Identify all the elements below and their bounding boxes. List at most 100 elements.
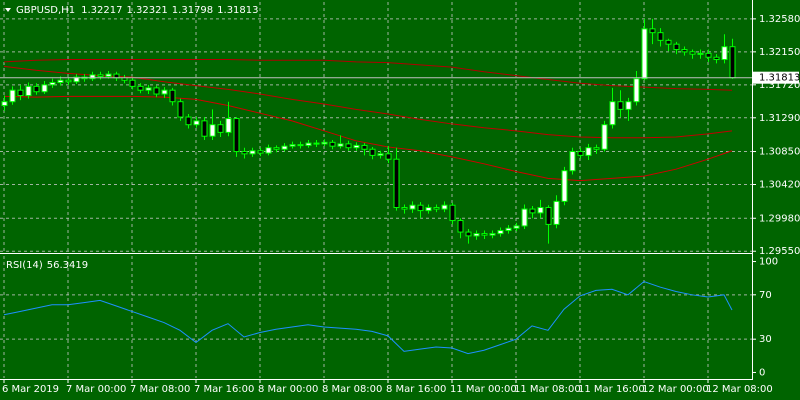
candle-body (217, 124, 224, 133)
candle-body (265, 147, 272, 154)
candle-body (577, 151, 584, 156)
candle-body (545, 207, 552, 225)
x-tick-label: 7 Mar 16:00 (194, 384, 254, 395)
candle-body (201, 120, 208, 137)
moving-average (3, 65, 733, 139)
candle-body (513, 225, 520, 229)
candle-body (145, 87, 152, 91)
x-tick-label: 12 Mar 00:00 (642, 384, 709, 395)
candle-body (273, 147, 280, 150)
candle-body (129, 79, 136, 87)
candle-body (49, 82, 56, 86)
y-tick-label: 1.30850 (759, 147, 800, 158)
candle-body (489, 233, 496, 236)
candle-body (633, 78, 640, 103)
candle-body (313, 142, 320, 145)
rsi-tick-label: 30 (759, 334, 772, 345)
candle-body (505, 227, 512, 232)
x-tick-label: 12 Mar 08:00 (706, 384, 773, 395)
x-tick-label: 8 Mar 00:00 (258, 384, 318, 395)
candle-body (225, 118, 232, 133)
candle-body (409, 204, 416, 210)
rsi-tick-label: 70 (759, 290, 772, 301)
candle-body (329, 141, 336, 147)
rsi-name: RSI(14) (6, 260, 43, 271)
y-tick-label: 1.32150 (759, 47, 800, 58)
candle-body (385, 153, 392, 160)
candle-body (425, 207, 432, 212)
y-tick-label: 1.31720 (759, 80, 800, 91)
candle-body (449, 204, 456, 222)
candle-body (257, 150, 264, 154)
y-tick-label: 1.30420 (759, 180, 800, 191)
x-tick-label: 6 Mar 2019 (2, 384, 59, 395)
candle-body (729, 46, 736, 79)
candle-body (177, 101, 184, 118)
symbol: GBPUSD,H1 (16, 5, 75, 16)
candle-body (105, 73, 112, 77)
candle-body (25, 85, 32, 97)
candle-body (601, 124, 608, 150)
last-close: 1.31813 (217, 5, 258, 16)
candle-body (665, 39, 672, 45)
rsi-tick-label: 100 (759, 257, 778, 268)
candle-body (65, 79, 72, 83)
candle-body (481, 233, 488, 236)
candle-body (673, 43, 680, 51)
candle-body (417, 204, 424, 212)
candle-body (553, 200, 560, 225)
candle-body (529, 208, 536, 214)
candle-body (289, 144, 296, 147)
candle-body (369, 148, 376, 156)
candle-body (401, 207, 408, 210)
candle-body (73, 76, 80, 83)
candle-body (593, 147, 600, 150)
price-label: 1.31813 (759, 73, 800, 84)
rsi-tick-label: 0 (759, 367, 765, 378)
x-tick-label: 11 Mar 16:00 (578, 384, 645, 395)
candle-body (705, 52, 712, 58)
last-high: 1.32321 (126, 5, 167, 16)
x-tick-label: 7 Mar 00:00 (66, 384, 126, 395)
last-open: 1.32217 (81, 5, 122, 16)
candle-body (169, 89, 176, 103)
candle-body (497, 230, 504, 235)
candle-body (17, 89, 24, 97)
candle-body (569, 151, 576, 172)
candle-body (473, 233, 480, 237)
candle-body (161, 89, 168, 95)
candle-body (625, 101, 632, 110)
candle-body (657, 32, 664, 41)
x-tick-label: 11 Mar 00:00 (450, 384, 517, 395)
candle-body (297, 144, 304, 147)
candle-body (681, 49, 688, 53)
candle-body (305, 142, 312, 146)
candle-body (1, 101, 8, 107)
x-tick-label: 7 Mar 08:00 (130, 384, 190, 395)
candle-body (649, 28, 656, 34)
candle-body (641, 28, 648, 80)
candle-body (185, 116, 192, 126)
candle-body (33, 85, 40, 93)
x-tick-label: 8 Mar 08:00 (322, 384, 382, 395)
candle-body (153, 87, 160, 95)
candle-body (433, 207, 440, 210)
x-tick-label: 11 Mar 08:00 (514, 384, 581, 395)
candle-body (457, 220, 464, 233)
rsi-title: RSI(14) 56.3419 (6, 260, 88, 271)
candle-body (337, 143, 344, 147)
candle-body (41, 84, 48, 93)
candle-body (137, 85, 144, 91)
moving-average (3, 95, 733, 182)
candle-body (721, 46, 728, 61)
candle-body (249, 150, 256, 155)
candle-body (689, 51, 696, 55)
candle-body (321, 141, 328, 145)
rsi-last: 56.3419 (47, 260, 88, 271)
candle-body (89, 74, 96, 80)
candle-body (345, 143, 352, 149)
candle-body (537, 207, 544, 214)
candle-body (121, 77, 128, 81)
candle-body (393, 158, 400, 209)
